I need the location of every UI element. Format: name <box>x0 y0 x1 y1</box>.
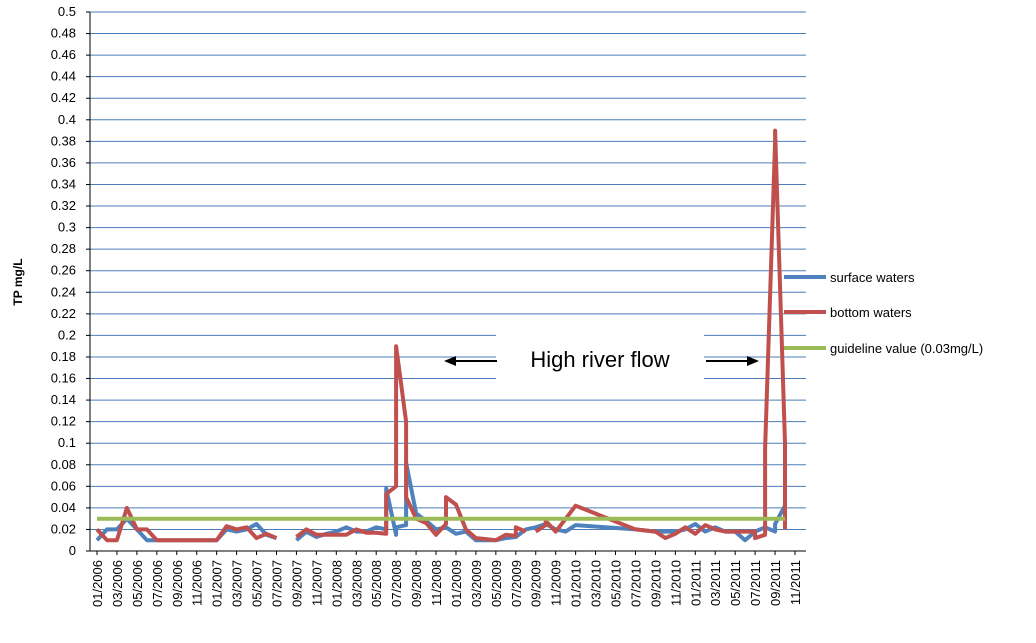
x-tick-label: 01/2006 <box>90 560 105 607</box>
series-line-bottom <box>295 344 527 543</box>
y-tick-label: 0.48 <box>51 26 76 41</box>
x-tick-label: 07/2008 <box>389 560 404 607</box>
x-tick-label: 07/2010 <box>628 560 643 607</box>
annotation-box <box>496 333 704 385</box>
x-tick-label: 07/2009 <box>509 560 524 607</box>
annotation-text: High river flow <box>530 347 669 372</box>
x-tick-label: 09/2007 <box>289 560 304 607</box>
legend-item-surface-waters: surface waters <box>784 270 915 285</box>
y-tick-label: 0.24 <box>51 284 76 299</box>
x-tick-label: 01/2010 <box>569 560 584 607</box>
x-tick-label: 01/2007 <box>210 560 225 607</box>
x-tick-label: 09/2009 <box>529 560 544 607</box>
x-tick-label: 01/2009 <box>449 560 464 607</box>
x-axis-ticks: 01/2006 03/2006 05/2006 07/2006 09/2006 11/20… <box>90 551 803 607</box>
y-tick-label: 0 <box>69 543 76 558</box>
y-tick-label: 0.46 <box>51 47 76 62</box>
x-tick-label: 05/2010 <box>609 560 624 607</box>
x-tick-label: 11/2009 <box>549 560 564 606</box>
x-tick-label: 07/2007 <box>269 560 284 607</box>
x-tick-label: 03/2011 <box>708 560 723 606</box>
high-river-flow-annotation: High river flow <box>444 333 759 385</box>
x-tick-label: 07/2011 <box>748 560 763 606</box>
y-tick-label: 0.02 <box>51 521 76 536</box>
y-tick-label: 0.2 <box>58 327 76 342</box>
x-tick-label: 01/2011 <box>688 560 703 606</box>
y-tick-label: 0.3 <box>58 220 76 235</box>
x-tick-label: 09/2006 <box>170 560 185 607</box>
y-tick-label: 0.18 <box>51 349 76 364</box>
legend-label: bottom waters <box>830 305 912 320</box>
y-tick-label: 0.5 <box>58 4 76 19</box>
legend-item-guideline: guideline value (0.03mg/L) <box>784 341 983 356</box>
x-tick-label: 11/2011 <box>788 560 803 605</box>
y-tick-label: 0.34 <box>51 176 76 191</box>
y-tick-label: 0.22 <box>51 306 76 321</box>
legend: surface waters bottom waters guideline v… <box>784 270 983 356</box>
x-tick-label: 05/2007 <box>250 560 265 607</box>
y-tick-label: 0.26 <box>51 263 76 278</box>
y-tick-label: 0.28 <box>51 241 76 256</box>
legend-label: guideline value (0.03mg/L) <box>830 341 983 356</box>
y-tick-label: 0.42 <box>51 90 76 105</box>
x-tick-label: 05/2008 <box>369 560 384 607</box>
y-tick-label: 0.44 <box>51 69 76 84</box>
x-tick-label: 05/2009 <box>489 560 504 607</box>
legend-label: surface waters <box>830 270 915 285</box>
x-tick-label: 11/2010 <box>668 560 683 606</box>
y-tick-label: 0.08 <box>51 457 76 472</box>
x-tick-label: 03/2008 <box>349 560 364 607</box>
y-tick-label: 0.14 <box>51 392 76 407</box>
y-axis-label: TP mg/L <box>11 258 25 305</box>
x-tick-label: 09/2008 <box>409 560 424 607</box>
y-tick-label: 0.1 <box>58 435 76 450</box>
y-axis-ticks: 0 0.02 0.04 0.06 0.08 0.1 0.12 0.14 0.16 0.18 0.2 0… <box>51 4 90 558</box>
x-tick-label: 11/2008 <box>429 560 444 606</box>
y-tick-label: 0.06 <box>51 478 76 493</box>
x-tick-label: 11/2007 <box>309 560 324 606</box>
x-tick-label: 03/2009 <box>469 560 484 607</box>
y-tick-label: 0.16 <box>51 371 76 386</box>
y-tick-label: 0.36 <box>51 155 76 170</box>
x-tick-label: 01/2008 <box>329 560 344 607</box>
y-tick-label: 0.04 <box>51 500 76 515</box>
x-tick-label: 03/2006 <box>110 560 125 607</box>
x-tick-label: 09/2010 <box>648 560 663 607</box>
legend-item-bottom-waters: bottom waters <box>784 305 912 320</box>
x-tick-label: 03/2010 <box>589 560 604 607</box>
x-tick-label: 11/2006 <box>190 560 205 606</box>
left-arrowhead-icon <box>444 356 456 366</box>
series-line-bottom <box>95 505 278 543</box>
y-tick-label: 0.12 <box>51 414 76 429</box>
y-tick-label: 0.4 <box>58 112 76 127</box>
series-lines <box>95 128 787 543</box>
y-tick-label: 0.38 <box>51 133 76 148</box>
gridlines <box>90 11 806 530</box>
x-tick-label: 03/2007 <box>230 560 245 607</box>
x-tick-label: 09/2011 <box>768 560 783 606</box>
right-arrowhead-icon <box>747 356 759 366</box>
y-tick-label: 0.32 <box>51 198 76 213</box>
x-tick-label: 07/2006 <box>150 560 165 607</box>
x-tick-label: 05/2011 <box>728 560 743 606</box>
x-tick-label: 05/2006 <box>130 560 145 607</box>
